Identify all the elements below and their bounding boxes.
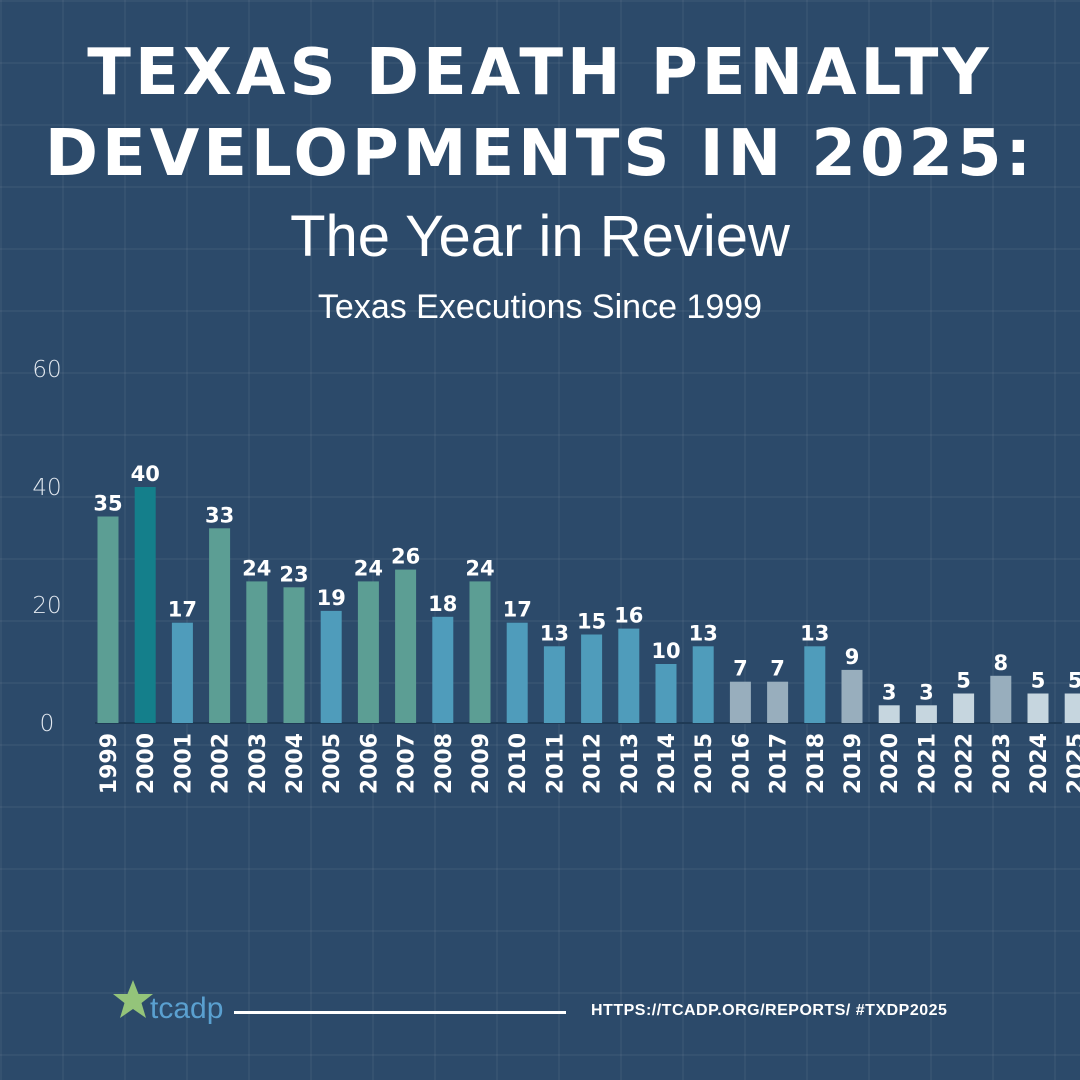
- x-tick-label-2022: 2022: [953, 733, 978, 794]
- bar-2018: [804, 646, 826, 723]
- data-label-2010: 17: [503, 598, 532, 622]
- bar-2011: [543, 646, 565, 723]
- bar-2020: [878, 705, 900, 723]
- bar-2013: [618, 628, 640, 723]
- bar-2001: [171, 622, 193, 723]
- bar-2025: [1064, 693, 1080, 723]
- bar-2012: [581, 634, 603, 723]
- data-label-2019: 9: [845, 645, 860, 669]
- x-tick-label-2020: 2020: [878, 733, 903, 794]
- tcadp-logo: tcadp: [113, 980, 223, 1025]
- data-label-2005: 19: [317, 586, 346, 610]
- x-tick-label-2005: 2005: [320, 733, 345, 794]
- bar-2024: [1027, 693, 1049, 723]
- x-tick-label-2025: 2025: [1064, 733, 1080, 794]
- data-label-2007: 26: [391, 545, 420, 569]
- data-label-2004: 23: [279, 562, 308, 586]
- data-label-2017: 7: [770, 657, 785, 681]
- data-label-2024: 5: [1031, 669, 1046, 693]
- bar-2004: [283, 587, 305, 723]
- x-tick-label-2024: 2024: [1027, 733, 1052, 794]
- data-label-2013: 16: [614, 604, 643, 628]
- data-label-2022: 5: [956, 669, 971, 693]
- x-tick-label-2002: 2002: [209, 733, 234, 794]
- data-label-2023: 8: [993, 651, 1008, 675]
- x-tick-label-2019: 2019: [841, 733, 866, 794]
- page-subtitle: The Year in Review: [290, 204, 790, 269]
- bar-2000: [134, 487, 156, 723]
- data-label-2021: 3: [919, 680, 934, 704]
- bar-2014: [655, 664, 677, 723]
- x-tick-label-2012: 2012: [581, 733, 606, 794]
- bar-2010: [506, 622, 528, 723]
- x-tick-label-1999: 1999: [97, 733, 122, 794]
- chart-title: Texas Executions Since 1999: [317, 288, 763, 326]
- x-tick-label-2014: 2014: [655, 733, 680, 794]
- y-tick-label-60: 60: [32, 357, 61, 383]
- data-label-2000: 40: [131, 462, 160, 486]
- data-label-2002: 33: [205, 503, 234, 527]
- bar-2009: [469, 581, 491, 723]
- x-tick-label-2001: 2001: [171, 733, 196, 794]
- bar-2021: [915, 705, 937, 723]
- data-label-2020: 3: [882, 680, 897, 704]
- bar-2003: [246, 581, 268, 723]
- data-label-2008: 18: [428, 592, 457, 616]
- y-tick-label-0: 0: [40, 711, 55, 737]
- bar-2017: [767, 681, 789, 723]
- bar-2015: [692, 646, 714, 723]
- x-tick-label-2007: 2007: [395, 733, 420, 794]
- logo-text: tcadp: [150, 992, 223, 1025]
- x-tick-label-2008: 2008: [432, 733, 457, 794]
- x-tick-label-2013: 2013: [618, 733, 643, 794]
- x-tick-label-2023: 2023: [990, 733, 1015, 794]
- bar-2007: [395, 569, 417, 723]
- data-label-2025: 5: [1068, 669, 1080, 693]
- page-title-line-2: DEVELOPMENTS IN 2025:: [44, 117, 1036, 191]
- bars-group: [97, 487, 1080, 723]
- x-tick-label-2016: 2016: [729, 733, 754, 794]
- y-tick-label-40: 40: [32, 475, 61, 501]
- x-tick-label-2017: 2017: [767, 733, 792, 794]
- x-tick-label-2015: 2015: [692, 733, 717, 794]
- x-tick-label-2021: 2021: [915, 733, 940, 794]
- footer-link[interactable]: HTTPS://TCADP.ORG/REPORTS/ #TXDP2025: [591, 1002, 948, 1019]
- data-label-2003: 24: [242, 556, 271, 580]
- bar-2008: [432, 616, 454, 723]
- x-tick-label-2010: 2010: [506, 733, 531, 794]
- x-axis-tick-labels: 1999 2000 2001 2002 2003 2004 2005 2006 2007 2008…: [97, 733, 1080, 794]
- data-label-2015: 13: [689, 621, 718, 645]
- y-tick-label-20: 20: [32, 593, 61, 619]
- x-tick-label-2004: 2004: [283, 733, 308, 794]
- data-label-1999: 35: [93, 492, 122, 516]
- x-tick-label-2011: 2011: [543, 733, 568, 794]
- data-label-2014: 10: [651, 639, 680, 663]
- x-tick-label-2009: 2009: [469, 733, 494, 794]
- bar-2022: [953, 693, 975, 723]
- y-axis: 0 20 40 60: [32, 357, 61, 737]
- x-tick-label-2000: 2000: [134, 733, 159, 794]
- x-tick-label-2018: 2018: [804, 733, 829, 794]
- bar-2005: [320, 610, 342, 723]
- data-label-2018: 13: [800, 621, 829, 645]
- bar-2006: [357, 581, 379, 723]
- data-label-2016: 7: [733, 657, 748, 681]
- bar-1999: [97, 516, 119, 723]
- bar-2023: [990, 675, 1012, 723]
- data-label-2009: 24: [465, 556, 494, 580]
- x-tick-label-2006: 2006: [357, 733, 382, 794]
- star-icon: [113, 980, 153, 1018]
- data-label-2001: 17: [168, 598, 197, 622]
- data-label-2012: 15: [577, 610, 606, 634]
- data-label-2011: 13: [540, 621, 569, 645]
- bar-2019: [841, 669, 863, 723]
- x-tick-label-2003: 2003: [246, 733, 271, 794]
- page-title-line-1: TEXAS DEATH PENALTY: [87, 36, 993, 110]
- data-label-2006: 24: [354, 556, 383, 580]
- bar-2016: [729, 681, 751, 723]
- footer-divider: [234, 1011, 566, 1014]
- bar-2002: [209, 528, 231, 723]
